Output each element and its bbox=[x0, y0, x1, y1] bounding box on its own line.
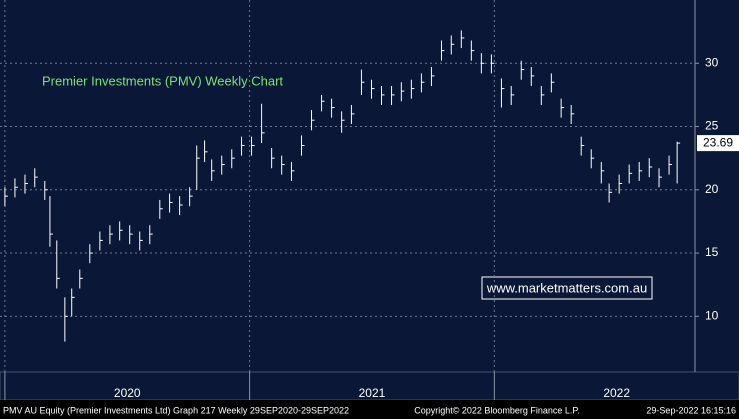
footer-left: PMV AU Equity (Premier Investments Ltd) … bbox=[3, 405, 349, 415]
y-tick-label: 25 bbox=[705, 119, 719, 133]
watermark-box bbox=[481, 276, 653, 300]
x-axis-band bbox=[0, 371, 739, 401]
x-tick-label: 2022 bbox=[603, 386, 630, 400]
y-tick-label: 30 bbox=[705, 55, 719, 69]
last-price-label: 23.69 bbox=[703, 135, 733, 149]
footer-right: 29-Sep-2022 16:15:16 bbox=[646, 405, 736, 415]
y-tick-label: 10 bbox=[705, 308, 719, 322]
watermark: www.marketmatters.com.au bbox=[486, 280, 647, 295]
y-tick-label: 20 bbox=[705, 182, 719, 196]
footer-band bbox=[0, 400, 739, 419]
x-tick-label: 2020 bbox=[114, 386, 141, 400]
footer-center: Copyright© 2022 Bloomberg Finance L.P. bbox=[414, 405, 580, 415]
background bbox=[0, 0, 739, 400]
last-price-box bbox=[697, 135, 739, 152]
x-tick-label: 2021 bbox=[359, 386, 386, 400]
chart-title: Premier Investments (PMV) Weekly Chart bbox=[42, 73, 283, 88]
y-tick-label: 15 bbox=[705, 245, 719, 259]
